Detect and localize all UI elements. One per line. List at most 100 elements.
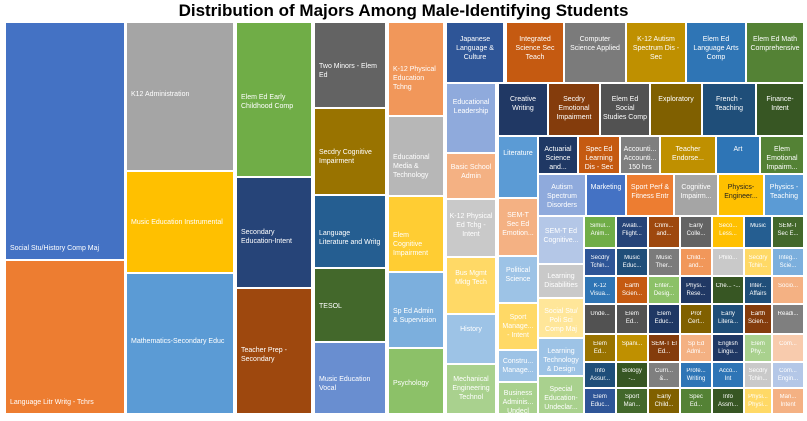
treemap-tile: K-12 Visua... (584, 276, 616, 304)
tile-label: Japanese Language & Culture (456, 36, 494, 62)
treemap-tile: Basic School Admin (446, 153, 496, 199)
treemap-tile: Integrated Science Sec Teach (506, 22, 564, 83)
treemap-tile: Com... Engin... (772, 362, 804, 388)
treemap-tile: Educational Media & Technology (388, 116, 444, 196)
tile-label: Secondary Education-Intent (241, 229, 292, 246)
treemap-tile: Social Stu/ Poli Sci Comp Maj (538, 298, 584, 338)
tile-label: Inter... Affairs (749, 283, 767, 297)
treemap-tile: Two Minors - Elem Ed (314, 22, 386, 108)
tile-label: Learning Technology & Design (543, 348, 579, 374)
tile-label: Philo... (718, 255, 738, 261)
treemap-tile: Readi... (772, 304, 804, 334)
tile-label: Info Assm... (717, 394, 738, 408)
treemap-tile: Language Literature and Writg (314, 195, 386, 268)
treemap-tile: Cognitive Impairm... (674, 174, 718, 216)
tile-label: English Lingu... (718, 341, 738, 355)
treemap-tile: Language Litr Writg - Tchrs (5, 260, 125, 414)
tile-label: Autism Spectrum Disorders (547, 184, 577, 210)
treemap-tile: SEM-T Sec Ed Emotion... (498, 198, 538, 256)
treemap-tile: Political Science (498, 256, 538, 303)
tile-label: Mechanical Engineering Technol (452, 376, 490, 402)
tile-label: Learning Disabilities (544, 273, 578, 290)
treemap-tile: Elem Ed... (616, 304, 648, 334)
tile-label: Exploratory (658, 96, 694, 103)
tile-label: Finance-Intent (766, 96, 794, 113)
tile-label: Elem Educ... (654, 311, 674, 325)
treemap-tile: Sport Manage... - Intent (498, 303, 538, 350)
treemap-tile: Secdry Tchin... (584, 248, 616, 276)
tile-label: Physics-Engineer... (724, 184, 758, 201)
tile-label: Spani... (621, 341, 643, 347)
treemap-tile: Teacher Endorse... (660, 136, 716, 174)
treemap-tile: Physi... Physi... (744, 388, 772, 414)
tile-label: Special Education-Undeclar... (544, 386, 578, 412)
treemap-tile: Seco... Less... (712, 216, 744, 248)
treemap-tile: Finance-Intent (756, 83, 804, 136)
tile-label: K-12 Physical Education Tchng (393, 66, 436, 92)
treemap-tile: Mathematics-Secondary Educ (126, 273, 234, 414)
tile-label: Social Stu/ Poli Sci Comp Maj (544, 308, 578, 334)
treemap-tile: K12 Administration (126, 22, 234, 171)
treemap-tile: Unde... (584, 304, 616, 334)
treemap-tile: Secdry Emotional Impairment (548, 83, 600, 136)
tile-label: Creative Writing (509, 96, 537, 113)
treemap-tile: Sport Perf & Fitness Entr (626, 174, 674, 216)
tile-label: Literature (503, 150, 533, 157)
tile-label: Political Science (505, 267, 531, 284)
treemap-tile: Creative Writing (498, 83, 548, 136)
tile-label: Secdry Tchin... (748, 368, 768, 382)
treemap-tile: Simul... Anim... (584, 216, 616, 248)
treemap-tile: SEM-T Sec E... (772, 216, 804, 248)
treemap-tile: Elem Educ... (584, 388, 616, 414)
tile-label: K-12 Physical Ed Tchg - Intent (449, 213, 493, 239)
tile-label: Language Litr Writg - Tchrs (10, 398, 94, 406)
treemap-tile: Music (744, 216, 772, 248)
tile-label: Elem Emotional Impairm... (766, 146, 798, 172)
tile-label: Secdry Cognitive Impairment (319, 149, 372, 166)
tile-label: Sport Manage... - Intent (502, 314, 534, 340)
tile-label: Secdry Tchin... (748, 255, 768, 269)
tile-label: Early Child... (654, 394, 674, 408)
treemap-tile: Sp Ed Admi... (680, 334, 712, 362)
tile-label: Elem Ed Math Comprehensive (750, 36, 800, 53)
treemap-tile: Man... Intent (772, 388, 804, 414)
treemap-tile: Spani... (616, 334, 648, 362)
tile-label: Basic School Admin (450, 164, 492, 181)
tile-label: Unde... (590, 311, 610, 317)
treemap-tile: Constru... Manage... (498, 350, 538, 382)
tile-label: Sp Ed Admin & Supervision (393, 308, 437, 325)
tile-label: Elem Phy... (750, 341, 766, 355)
tile-label: Educational Leadership (452, 99, 490, 116)
treemap-tile: Secdry Tchin... (744, 248, 772, 276)
treemap-tile: Business Adminis... Undecl (498, 382, 538, 414)
treemap-tile: K-12 Physical Education Tchng (388, 22, 444, 116)
tile-label: Art (733, 146, 743, 153)
treemap-tile: Special Education-Undeclar... (538, 376, 584, 414)
tile-label: Cognitive Impairm... (680, 184, 712, 201)
treemap-tile: Info Assm... (712, 388, 744, 414)
treemap-tile: Bus Mgmt Mktg Tech (446, 257, 496, 314)
tile-label: Business Adminis... Undecl (502, 390, 534, 414)
treemap-tile: Sport Man... (616, 388, 648, 414)
tile-label: Psychology (393, 380, 429, 387)
treemap-tile: Secondary Education-Intent (236, 177, 312, 288)
treemap-tile: Philo... (712, 248, 744, 276)
tile-label: Profe... Writing (686, 368, 706, 382)
tile-label: Curri... &... (655, 368, 673, 382)
tile-label: Aviati... Flight... (622, 223, 642, 237)
tile-label: Physi... Physi... (748, 394, 768, 408)
tile-label: Early Colle... (686, 223, 706, 237)
treemap-tile: Teacher Prep - Secondary (236, 288, 312, 414)
tile-label: Com... (779, 341, 797, 347)
tile-label: Sport Perf & Fitness Entr (630, 184, 670, 201)
tile-label: Secdry Emotional Impairment (556, 96, 592, 122)
treemap-tile: Elem Ed Math Comprehensive (746, 22, 804, 83)
treemap-tile: Sp Ed Admin & Supervision (388, 272, 444, 348)
treemap-tile: Spec Ed... (680, 388, 712, 414)
tile-label: K-12 Visua... (590, 283, 610, 297)
treemap-tile: K-12 Autism Spectrum Dis - Sec (626, 22, 686, 83)
tile-label: Sp Ed Admi... (686, 341, 706, 355)
tile-label: Enter... Desig... (653, 283, 675, 297)
tile-label: Integrated Science Sec Teach (515, 36, 555, 62)
treemap-tile: Early Child... (648, 388, 680, 414)
